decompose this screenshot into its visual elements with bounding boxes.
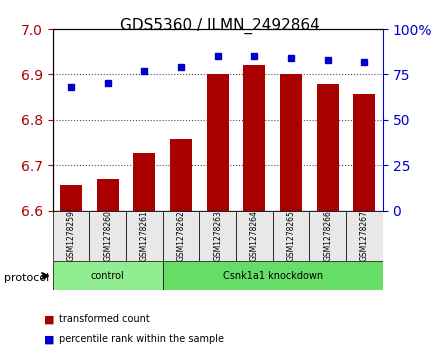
Text: GSM1278262: GSM1278262 [176, 211, 186, 261]
Bar [170, 139, 192, 363]
Bar [280, 74, 302, 363]
FancyBboxPatch shape [89, 211, 126, 261]
Bar [97, 179, 119, 363]
FancyBboxPatch shape [53, 261, 163, 290]
Text: GDS5360 / ILMN_2492864: GDS5360 / ILMN_2492864 [120, 18, 320, 34]
Text: ■: ■ [44, 334, 55, 344]
Bar [353, 94, 375, 363]
Text: GSM1278266: GSM1278266 [323, 211, 332, 261]
FancyBboxPatch shape [273, 211, 309, 261]
Text: GSM1278267: GSM1278267 [360, 211, 369, 261]
FancyBboxPatch shape [163, 261, 383, 290]
FancyBboxPatch shape [126, 211, 163, 261]
Text: GSM1278260: GSM1278260 [103, 211, 112, 261]
Bar [207, 73, 229, 363]
FancyBboxPatch shape [53, 211, 89, 261]
Text: GSM1278259: GSM1278259 [66, 211, 76, 261]
Bar [60, 185, 82, 363]
FancyBboxPatch shape [163, 211, 199, 261]
Text: Csnk1a1 knockdown: Csnk1a1 knockdown [223, 271, 323, 281]
FancyBboxPatch shape [199, 211, 236, 261]
Text: ■: ■ [44, 314, 55, 325]
Text: percentile rank within the sample: percentile rank within the sample [59, 334, 224, 344]
FancyBboxPatch shape [236, 211, 273, 261]
Bar [243, 65, 265, 363]
Text: GSM1278264: GSM1278264 [250, 211, 259, 261]
Text: GSM1278265: GSM1278265 [286, 211, 296, 261]
Text: protocol: protocol [4, 273, 50, 283]
Text: control: control [91, 271, 125, 281]
Bar [317, 84, 339, 363]
Text: GSM1278261: GSM1278261 [140, 211, 149, 261]
Bar [133, 153, 155, 363]
Text: GSM1278263: GSM1278263 [213, 211, 222, 261]
FancyBboxPatch shape [309, 211, 346, 261]
Text: transformed count: transformed count [59, 314, 150, 325]
FancyBboxPatch shape [346, 211, 383, 261]
